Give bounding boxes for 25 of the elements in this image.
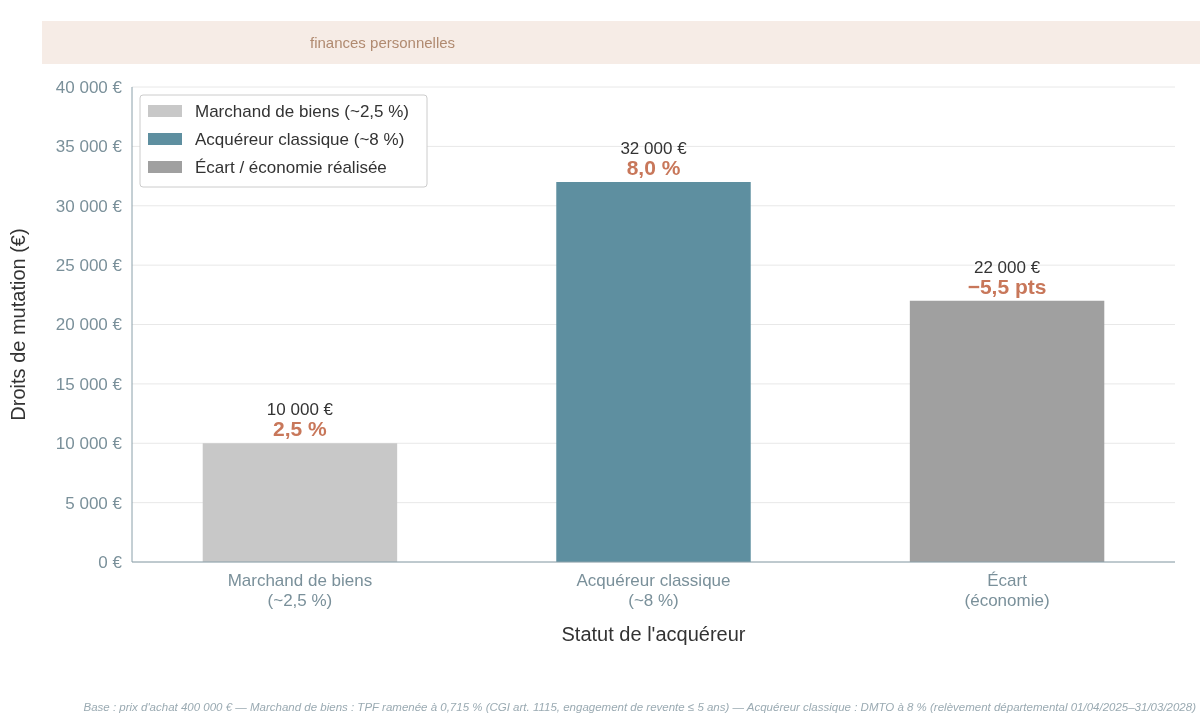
data-label: 32 000 € bbox=[620, 139, 688, 158]
data-label: 10 000 € bbox=[266, 400, 334, 420]
y-tick-label: 35 000 € bbox=[55, 137, 123, 157]
legend-label: Acquéreur classique (~8 %) bbox=[195, 129, 405, 149]
y-tick-label: 15 000 € bbox=[55, 374, 123, 394]
y-axis-title: Droits de mutation (€) bbox=[7, 228, 29, 421]
chart-subtitle: finances personnelles bbox=[310, 34, 456, 51]
y-tick-label: 40 000 € bbox=[55, 77, 123, 97]
y-tick-label: 30 000 € bbox=[55, 196, 123, 216]
annotation: −5,5 pts bbox=[967, 274, 1047, 298]
x-tick-label: Marchand de biens (~2,5 %) bbox=[227, 571, 373, 610]
y-tick-label: 25 000 € bbox=[55, 256, 123, 276]
annotation: 2,5 % bbox=[273, 417, 328, 441]
y-tick-label: 10 000 € bbox=[55, 434, 123, 454]
legend-label: Marchand de biens (~2,5 %) bbox=[195, 101, 410, 121]
x-tick-label: Écart (économie) bbox=[964, 571, 1050, 610]
x-tick-label: Acquéreur classique (~8 %) bbox=[576, 571, 731, 610]
text: Base : prix d'achat 400 000 € — Marchand de biens : TPF ramenée à 0,715 % (CGI art. 1115, engagement de revente ≤ 5 ans) — Acquéreur classique : DMTO à 8 % (relèvement départemental 01/04/2025–31/03/2028) bbox=[83, 701, 1197, 713]
legend-label: Écart / économie réalisée bbox=[195, 157, 387, 177]
data-label: 22 000 € bbox=[973, 257, 1041, 277]
x-axis-title: Statut de l'acquéreur bbox=[561, 623, 746, 645]
y-tick-label: 20 000 € bbox=[55, 315, 123, 335]
annotation: 8,0 % bbox=[626, 156, 681, 179]
y-tick-label: 0 € bbox=[98, 552, 123, 572]
y-tick-label: 5 000 € bbox=[65, 493, 123, 513]
